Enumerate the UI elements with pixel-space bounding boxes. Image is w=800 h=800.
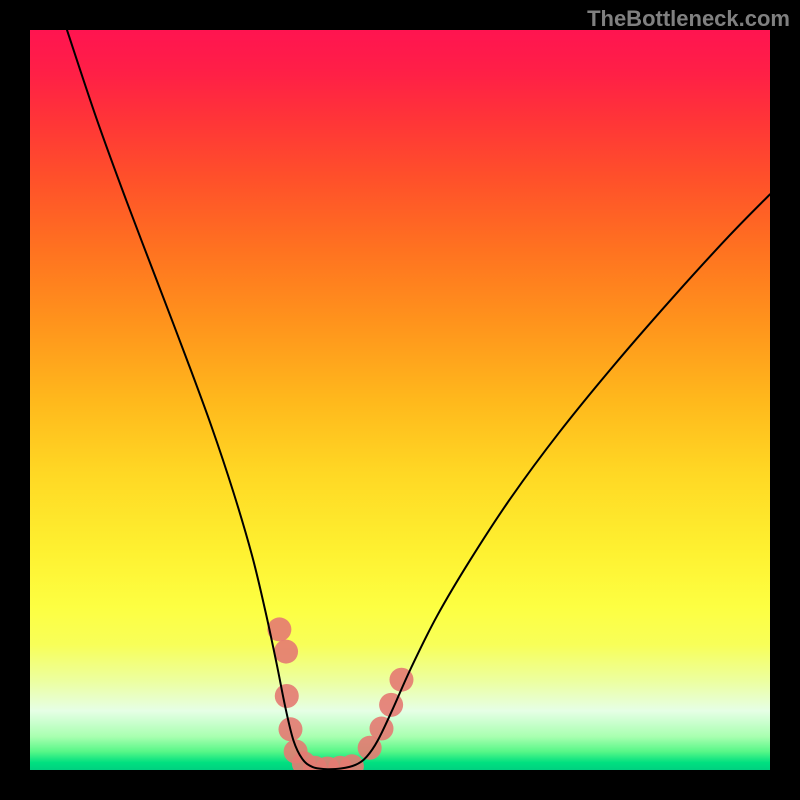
bottleneck-chart bbox=[30, 30, 770, 770]
plot-area bbox=[30, 30, 770, 770]
gradient-background bbox=[30, 30, 770, 770]
data-marker bbox=[275, 684, 299, 708]
watermark-text: TheBottleneck.com bbox=[587, 6, 790, 32]
data-marker bbox=[370, 717, 394, 741]
chart-outer: TheBottleneck.com bbox=[0, 0, 800, 800]
data-marker bbox=[274, 640, 298, 664]
